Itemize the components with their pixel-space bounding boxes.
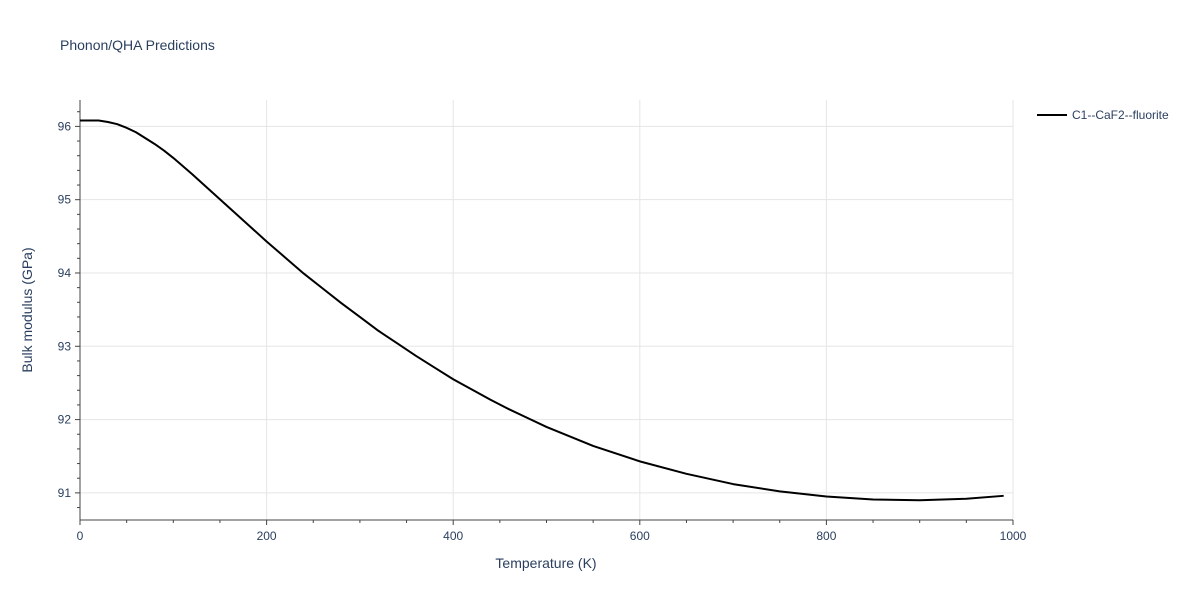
legend[interactable]: C1--CaF2--fluorite bbox=[1037, 108, 1169, 122]
x-tick-label: 1000 bbox=[1000, 529, 1027, 543]
series-layer bbox=[80, 119, 1004, 502]
y-tick-label: 91 bbox=[58, 486, 72, 500]
x-tick-label: 600 bbox=[630, 529, 650, 543]
series-line[interactable] bbox=[80, 119, 1004, 502]
y-axis-title: Bulk modulus (GPa) bbox=[19, 247, 35, 372]
x-tick-label: 0 bbox=[77, 529, 84, 543]
y-tick-label: 96 bbox=[58, 119, 72, 133]
y-tick-label: 94 bbox=[58, 266, 72, 280]
x-tick-label: 400 bbox=[443, 529, 463, 543]
y-tick-label: 93 bbox=[58, 339, 72, 353]
x-tick-label: 200 bbox=[257, 529, 277, 543]
x-axis-title: Temperature (K) bbox=[495, 555, 596, 571]
y-tick-label: 92 bbox=[58, 413, 72, 427]
axes: 0 200 400 600 800 1000 91 92 93 94 95 96 bbox=[58, 100, 1027, 543]
y-tick-label: 95 bbox=[58, 193, 72, 207]
grid bbox=[80, 100, 1014, 520]
legend-label[interactable]: C1--CaF2--fluorite bbox=[1072, 108, 1169, 122]
x-tick-label: 800 bbox=[816, 529, 836, 543]
chart-title: Phonon/QHA Predictions bbox=[60, 37, 215, 53]
